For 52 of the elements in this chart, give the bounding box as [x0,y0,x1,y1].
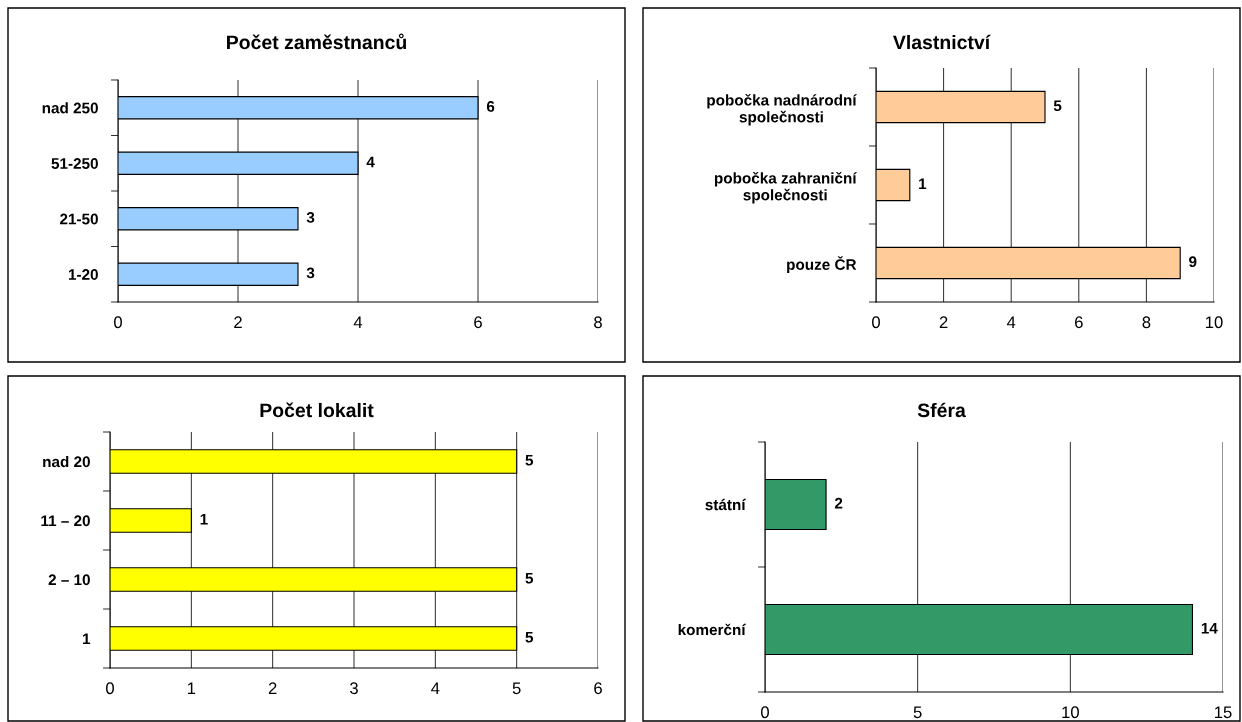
x-tick-label: 0 [761,706,769,719]
y-tick-label: 1-20 [68,269,98,280]
x-tick-label: 0 [114,316,122,329]
x-tick-label: 1 [187,682,196,694]
data-label: 4 [366,156,375,168]
chart-title: Počet lokalit [260,402,374,418]
y-tick-label: komerční [678,623,746,636]
data-label: 14 [1201,622,1218,634]
x-tick-label: 8 [594,316,602,329]
x-tick-label: 4 [1006,316,1016,328]
data-label: 5 [525,454,534,466]
y-tick-label: nad 250 [42,102,98,114]
x-tick-label: 4 [353,316,363,328]
y-tick-label: 1 [83,633,91,645]
x-tick-label: 6 [594,682,602,695]
y-tick-label: 21-50 [60,213,98,225]
x-tick-label: 0 [106,682,114,695]
data-label: 9 [1189,256,1197,268]
x-tick-label: 8 [1142,316,1151,329]
data-label: 5 [525,631,534,643]
data-label: 1 [200,513,208,525]
x-tick-label: 2 [268,682,277,694]
chart-title: Vlastnictví [893,34,991,50]
y-tick-label: státní [705,498,746,511]
x-tick-label: 3 [350,682,358,695]
chart-title: Počet zaměstnanců [227,33,406,50]
y-tick-label: pouze ČR [787,256,857,274]
data-label: 3 [306,212,315,223]
x-tick-label: 5 [512,682,521,695]
y-tick-label: pobočka zahraniční společnosti [714,172,857,204]
y-tick-label: 51-250 [51,158,98,169]
y-tick-label: pobočka nadnárodní společnosti [707,94,857,126]
x-tick-label: 0 [872,316,880,329]
data-label: 3 [306,267,315,279]
data-label: 6 [486,101,495,112]
x-tick-label: 4 [431,682,440,694]
chart-title: Sféra [917,402,966,418]
data-label: 2 [834,497,843,509]
x-tick-label: 5 [913,706,922,719]
y-tick-label: nad 20 [43,455,90,468]
x-tick-label: 10 [1206,316,1223,329]
y-tick-label: 2 – 10 [48,574,90,586]
x-tick-label: 2 [234,316,242,328]
x-tick-label: 10 [1062,706,1079,719]
x-tick-label: 2 [939,316,948,328]
data-label: 5 [1053,100,1062,112]
x-tick-label: 6 [1075,316,1083,329]
data-label: 5 [525,572,534,584]
data-label: 1 [919,178,927,189]
x-tick-label: 15 [1215,706,1232,719]
x-tick-label: 6 [474,316,482,329]
y-tick-label: 11 – 20 [41,515,90,527]
